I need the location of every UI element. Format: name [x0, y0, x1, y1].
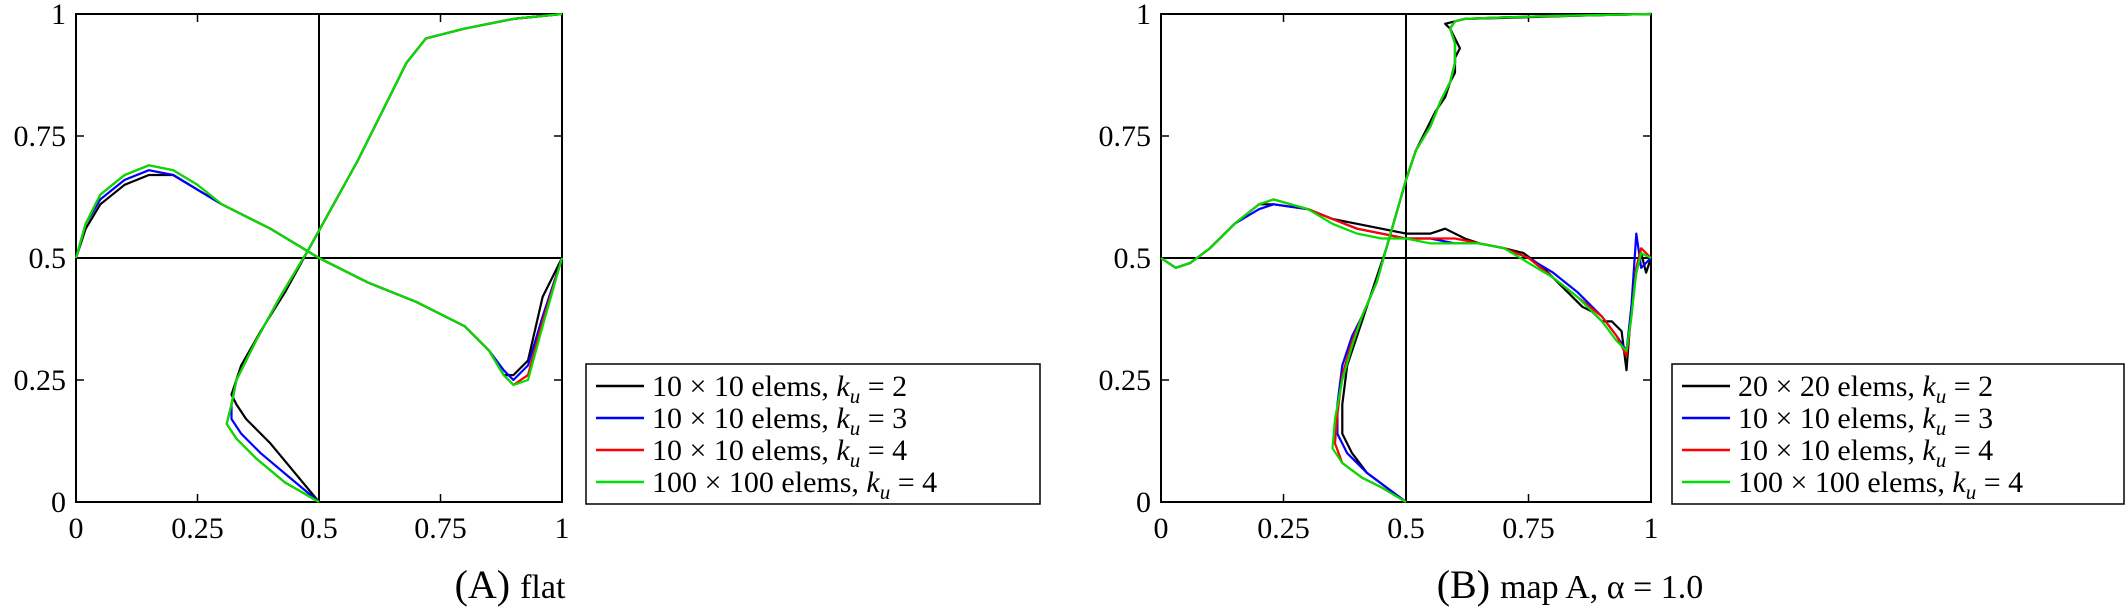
- series-line-3-0: [74, 164, 564, 386]
- x-tick-label: 0.75: [414, 512, 467, 545]
- y-tick-label: 1: [51, 0, 66, 31]
- legend-entry: 10 × 10 elems, ku = 2: [652, 370, 907, 408]
- x-tick-label: 0: [69, 512, 84, 545]
- x-tick-label: 0.25: [171, 512, 224, 545]
- x-tick-label: 1: [1644, 512, 1659, 545]
- y-tick-label: 0.75: [14, 120, 67, 153]
- legend-box: [1671, 363, 2125, 505]
- y-tick-label: 0.25: [1099, 364, 1152, 397]
- y-tick-label: 0.5: [1114, 242, 1152, 275]
- legend: 20 × 20 elems, ku = 210 × 10 elems, ku =…: [1671, 363, 2125, 505]
- x-tick-label: 0: [1154, 512, 1169, 545]
- x-tick-label: 0.75: [1502, 512, 1555, 545]
- x-tick-label: 1: [555, 512, 570, 545]
- chart-caption: (A) flat: [455, 562, 566, 607]
- y-tick-label: 0: [51, 486, 66, 519]
- x-tick-label: 0.5: [1387, 512, 1425, 545]
- legend-entry: 10 × 10 elems, ku = 4: [1738, 434, 1993, 472]
- x-tick-label: 0.5: [300, 512, 338, 545]
- chart-caption: (B) map A, α = 1.0: [1437, 562, 1704, 607]
- x-tick-label: 0.25: [1257, 512, 1310, 545]
- legend-entry: 10 × 10 elems, ku = 3: [652, 402, 907, 440]
- chart-panel-0: 0 0.25 0.5 0.75 1 0 0.25 0.5 0.75 1 10 × 10 elems,…: [14, 0, 1041, 607]
- y-tick-label: 0: [1136, 486, 1151, 519]
- legend-entry: 100 × 100 elems, ku = 4: [1738, 466, 2023, 504]
- legend-entry: 10 × 10 elems, ku = 4: [652, 434, 907, 472]
- y-tick-label: 0.25: [14, 364, 67, 397]
- series-line-3-1: [225, 12, 563, 503]
- chart-panel-1: 0 0.25 0.5 0.75 1 0 0.25 0.5 0.75 1 20 × 20 elems,…: [1099, 0, 2125, 607]
- y-tick-label: 0.75: [1099, 120, 1152, 153]
- legend-box: [585, 363, 1041, 505]
- y-tick-label: 1: [1136, 0, 1151, 31]
- series-line-3-1: [1331, 12, 1652, 503]
- legend-entry: 10 × 10 elems, ku = 3: [1738, 402, 1993, 440]
- series-line-3-0: [1160, 198, 1652, 352]
- legend: 10 × 10 elems, ku = 210 × 10 elems, ku =…: [585, 363, 1041, 505]
- y-tick-label: 0.5: [29, 242, 67, 275]
- legend-entry: 100 × 100 elems, ku = 4: [652, 466, 937, 504]
- legend-entry: 20 × 20 elems, ku = 2: [1738, 370, 1993, 408]
